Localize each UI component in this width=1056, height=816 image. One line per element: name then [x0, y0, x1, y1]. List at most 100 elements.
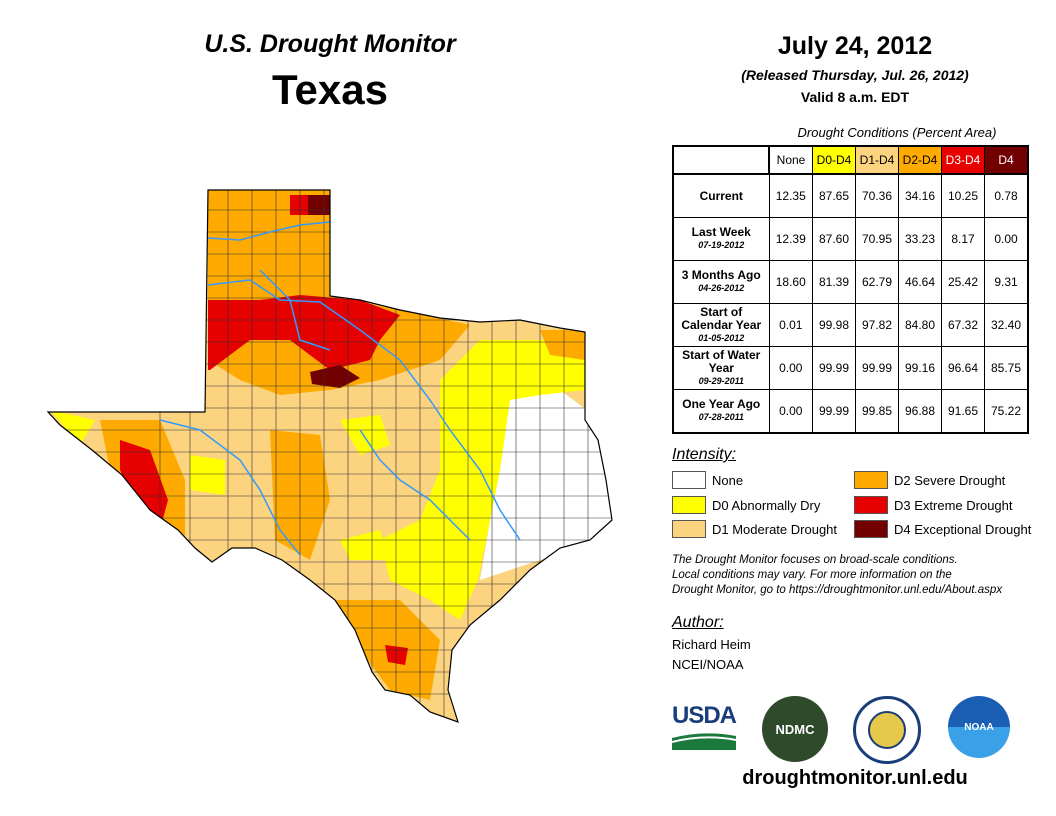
disclaimer-note: The Drought Monitor focuses on broad-sca… [672, 553, 1002, 598]
row-label: Current [672, 173, 770, 218]
table-row: Last Week 07-19-2012 12.39 87.60 70.95 33.23 8… [672, 217, 1029, 261]
table-cell: 70.36 [855, 173, 899, 218]
table-cell: 0.00 [984, 217, 1029, 261]
table-cell: 9.31 [984, 260, 1029, 304]
table-row: One Year Ago 07-28-2011 0.00 99.99 99.85 96.8… [672, 389, 1029, 434]
row-label-text: Current [699, 188, 743, 203]
legend-swatch [672, 471, 706, 489]
texas-drought-map [47, 189, 613, 723]
usda-hills-icon [671, 733, 737, 750]
table-body: Current 12.35 87.65 70.36 34.16 10.25 0.78 Last… [672, 173, 1029, 434]
legend-label: D1 Moderate Drought [712, 521, 838, 537]
table-cell: 96.88 [898, 389, 942, 434]
table-cell: 62.79 [855, 260, 899, 304]
table-cell: 75.22 [984, 389, 1029, 434]
legend-swatch [854, 471, 888, 489]
row-label-text: Start of Calendar Year [681, 304, 762, 332]
usda-logo-text: USDA [672, 702, 737, 729]
d4-area [308, 195, 360, 388]
table-cell: 8.17 [941, 217, 985, 261]
map-date: July 24, 2012 [777, 32, 933, 60]
table-cell: 99.99 [812, 389, 856, 434]
col-d4: D4 [984, 145, 1029, 175]
note-line: The Drought Monitor focuses on broad-sca… [672, 554, 958, 566]
legend-label: D3 Extreme Drought [894, 497, 1013, 513]
row-label: Start of Water Year 09-29-2011 [672, 346, 770, 390]
legend-swatch [854, 496, 888, 514]
table-cell: 34.16 [898, 173, 942, 218]
table-cell: 97.82 [855, 303, 899, 347]
legend-item-d2: D2 Severe Drought [854, 471, 1005, 489]
legend-item-none: None [672, 471, 743, 489]
table-row: 3 Months Ago 04-26-2012 18.60 81.39 62.79 46.… [672, 260, 1029, 304]
table-cell: 0.78 [984, 173, 1029, 218]
table-cell: 10.25 [941, 173, 985, 218]
ndmc-logo: NDMC [762, 696, 828, 762]
legend-title: Intensity: [672, 446, 737, 463]
noaa-logo: NOAA [948, 696, 1010, 758]
legend-label: None [712, 472, 744, 488]
legend-item-d3: D3 Extreme Drought [854, 496, 1013, 514]
row-label: One Year Ago 07-28-2011 [672, 389, 770, 434]
col-d1-d4: D1-D4 [855, 145, 899, 175]
legend-swatch [854, 520, 888, 538]
table-cell: 25.42 [941, 260, 985, 304]
table-cell: 70.95 [855, 217, 899, 261]
table-cell: 12.39 [768, 217, 813, 261]
row-date: 07-19-2012 [698, 240, 745, 250]
d2-area-north [208, 190, 470, 395]
row-label-text: 3 Months Ago [681, 268, 761, 282]
noaa-logo-text: NOAA [964, 721, 994, 733]
row-label: Last Week 07-19-2012 [672, 217, 770, 261]
note-line: Local conditions may vary. For more info… [672, 569, 952, 581]
row-date: 01-05-2012 [698, 332, 745, 343]
row-label: 3 Months Ago 04-26-2012 [672, 260, 770, 304]
table-cell: 96.64 [941, 346, 985, 390]
col-d3-d4: D3-D4 [941, 145, 985, 175]
row-date: 07-28-2011 [698, 412, 744, 422]
rivers [159, 221, 521, 556]
table-cell: 67.32 [941, 303, 985, 347]
legend-item-d4: D4 Exceptional Drought [854, 520, 1031, 538]
table-cell: 46.64 [898, 260, 942, 304]
drought-conditions-table: None D0-D4 D1-D4 D2-D4 D3-D4 D4 Current 1… [672, 145, 1029, 434]
table-cell: 32.40 [984, 303, 1029, 347]
table-cell: 81.39 [812, 260, 856, 304]
table-cell: 91.65 [941, 389, 985, 434]
release-date: (Released Thursday, Jul. 26, 2012) [741, 67, 969, 83]
author-name: Richard Heim [672, 637, 751, 652]
legend-item-d0: D0 Abnormally Dry [672, 496, 820, 514]
table-cell: 0.01 [768, 303, 813, 347]
row-date: 09-29-2011 [698, 375, 744, 386]
legend-label: D4 Exceptional Drought [894, 521, 1032, 537]
d0-area-west [50, 410, 390, 560]
table-cell: 85.75 [984, 346, 1029, 390]
valid-time: Valid 8 a.m. EDT [800, 89, 910, 105]
table-header-row: None D0-D4 D1-D4 D2-D4 D3-D4 D4 [673, 145, 1029, 175]
table-cell: 0.00 [768, 346, 813, 390]
table-row: Current 12.35 87.65 70.36 34.16 10.25 0.78 [672, 173, 1029, 218]
footer-url[interactable]: droughtmonitor.unl.edu [742, 767, 968, 789]
ndmc-logo-text: NDMC [775, 721, 815, 737]
table-cell: 0.00 [768, 389, 813, 434]
table-cell: 99.98 [812, 303, 856, 347]
map-title: U.S. Drought Monitor [204, 30, 456, 58]
table-row: Start of Calendar Year 01-05-2012 0.01 99.9… [672, 303, 1029, 347]
table-caption: Drought Conditions (Percent Area) [797, 125, 997, 140]
table-cell: 33.23 [898, 217, 942, 261]
d0-area-east [380, 340, 585, 620]
legend-swatch [672, 496, 706, 514]
table-row: Start of Water Year 09-29-2011 0.00 99.99 99… [672, 346, 1029, 390]
doc-seal-icon [853, 696, 921, 764]
region-title: Texas [272, 66, 388, 113]
author-title: Author: [672, 614, 724, 631]
row-label-text: One Year Ago [682, 397, 761, 411]
col-d0-d4: D0-D4 [812, 145, 856, 175]
table-cell: 99.99 [855, 346, 899, 390]
usda-logo: USDA [671, 702, 737, 750]
table-cell: 12.35 [768, 173, 813, 218]
col-none: None [768, 145, 813, 175]
table-cell: 99.16 [898, 346, 942, 390]
legend-label: D2 Severe Drought [894, 472, 1006, 488]
